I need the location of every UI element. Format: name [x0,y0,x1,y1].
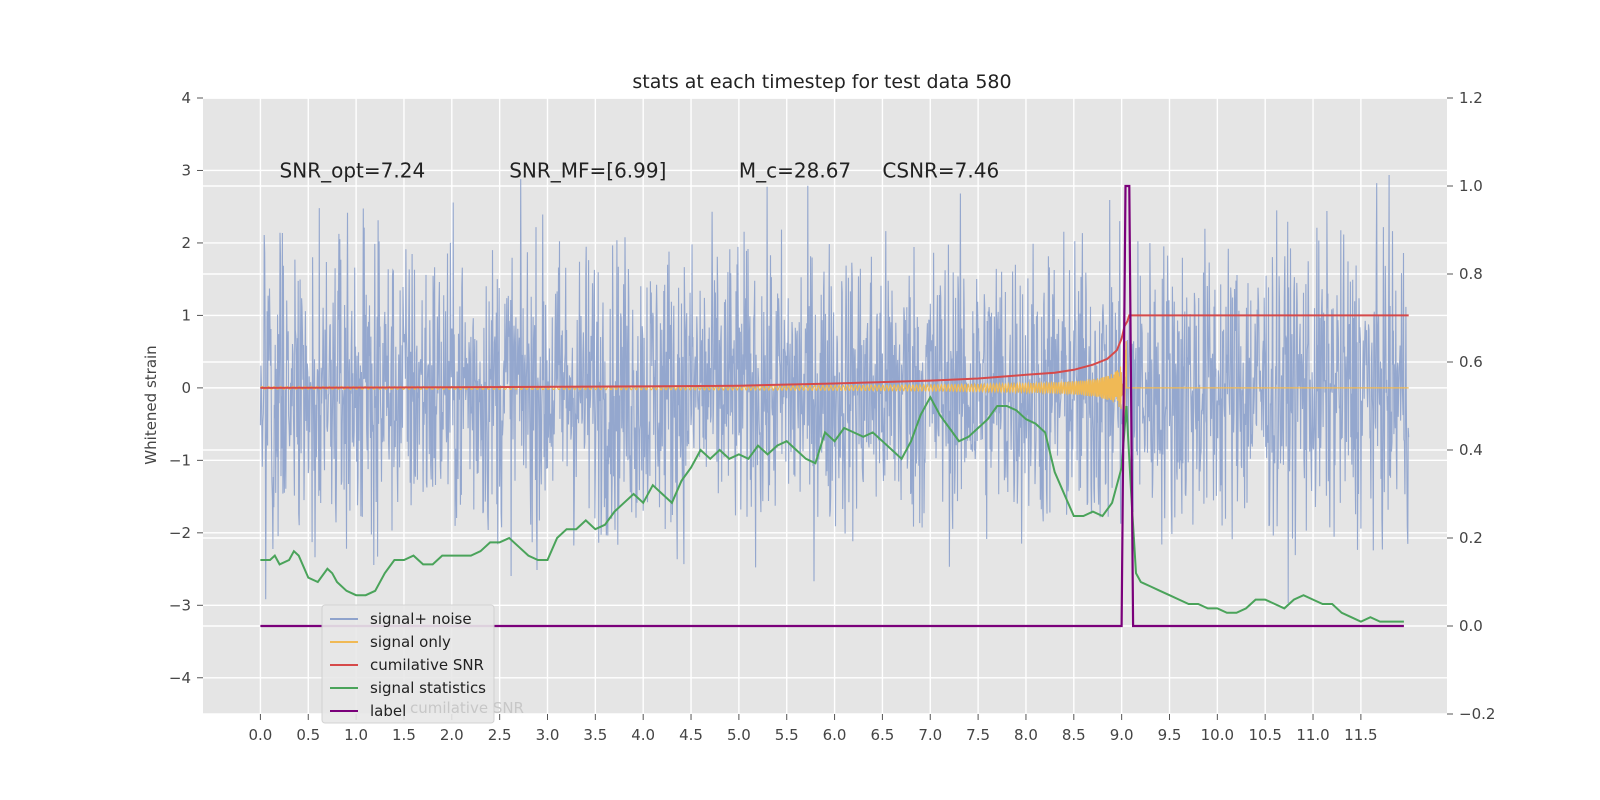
y2-tick-label: 0.2 [1459,529,1483,547]
legend: cumilative SNR signal+ noise signal only cu… [321,604,524,724]
legend-entry: cumilative SNR [370,656,484,674]
x-tick-label: 5.5 [775,726,799,744]
y2-tick-label: 0.4 [1459,441,1483,459]
x-tick-label: 10.5 [1248,726,1281,744]
x-tick-label: 11.0 [1296,726,1329,744]
x-tick-label: 6.0 [823,726,847,744]
series-cumulative-snr [260,314,1409,389]
x-tick-label: 4.0 [631,726,655,744]
y-tick-label: −4 [169,669,191,687]
y-axis-label: Whitened strain [142,345,160,464]
y-tick-label: 4 [181,89,191,107]
x-tick-label: 0.5 [296,726,320,744]
legend-entry: signal only [370,633,451,651]
annotation-1: SNR_MF=[6.99] [509,159,666,183]
y2-tick-label: 1.2 [1459,89,1483,107]
x-tick-label: 4.5 [679,726,703,744]
series-label [260,184,1404,628]
x-tick-label: 6.5 [870,726,894,744]
annotation-2: M_c=28.67 [739,159,851,183]
annotation-3: CSNR=7.46 [882,159,999,183]
legend-ghost-text: cumilative SNR [410,699,524,717]
x-tick-label: 1.0 [344,726,368,744]
y-tick-label: 0 [181,379,191,397]
x-tick-label: 7.5 [966,726,990,744]
annotation-0: SNR_opt=7.24 [280,159,426,183]
x-tick-label: 1.5 [392,726,416,744]
x-tick-label: 8.5 [1062,726,1086,744]
x-tick-label: 3.5 [583,726,607,744]
series-signal-statistics [260,395,1404,623]
y-tick-label: 3 [181,161,191,179]
legend-entry: signal+ noise [370,610,472,628]
annotations: SNR_opt=7.24 SNR_MF=[6.99] M_c=28.67 CSNR=7… [280,159,1000,183]
x-tick-label: 2.5 [488,726,512,744]
y-tick-label: −2 [169,524,191,542]
y2-tick-label: 0.0 [1459,617,1483,635]
y2-tick-label: 1.0 [1459,177,1483,195]
y2-tick-label: 0.8 [1459,265,1483,283]
x-tick-label: 3.0 [536,726,560,744]
axes: 0.0 0.5 1.0 1.5 2.0 2.5 3.0 3.5 4.0 4.5 5.0 5.5 6.0 6… [169,89,1496,744]
x-tick-label: 7.0 [918,726,942,744]
x-tick-label: 0.0 [248,726,272,744]
x-tick-label: 10.0 [1201,726,1234,744]
y2-tick-label: −0.2 [1459,705,1495,723]
y2-tick-label: 0.6 [1459,353,1483,371]
y-tick-label: −3 [169,596,191,614]
x-tick-label: 5.0 [727,726,751,744]
legend-box [321,604,495,724]
x-tick-label: 11.5 [1344,726,1377,744]
x-tick-label: 9.5 [1158,726,1182,744]
x-tick-label: 9.0 [1110,726,1134,744]
y-tick-label: 1 [181,306,191,324]
legend-entry: signal statistics [370,679,486,697]
chart-title: stats at each timestep for test data 580 [632,71,1011,93]
legend-entry: label [370,702,406,720]
y-tick-label: 2 [181,234,191,252]
series-signal-noise [259,174,1410,604]
y-tick-label: −1 [169,451,191,469]
x-tick-label: 8.0 [1014,726,1038,744]
x-tick-label: 2.0 [440,726,464,744]
series-layer [259,174,1410,628]
